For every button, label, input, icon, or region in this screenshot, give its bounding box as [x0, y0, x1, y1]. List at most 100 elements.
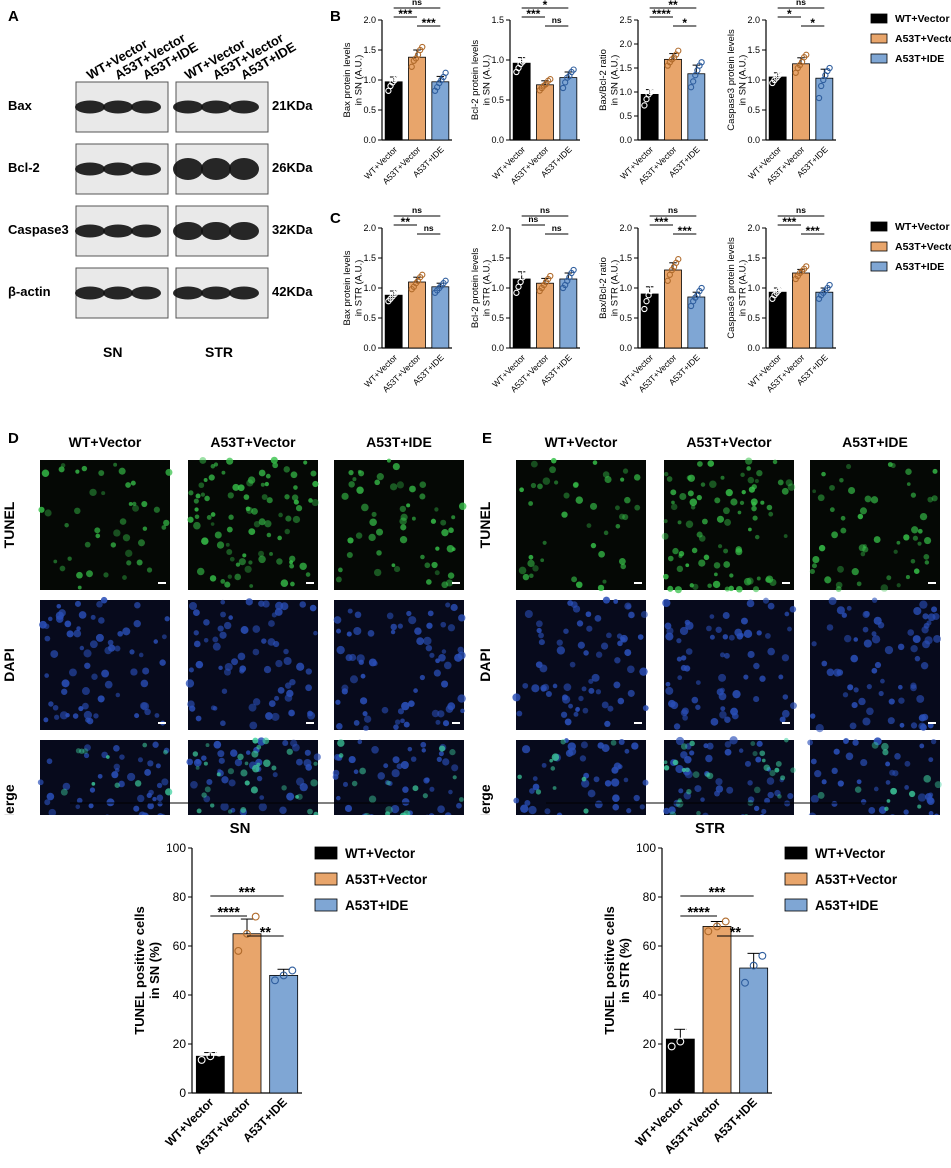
- nucleus-dot: [44, 673, 49, 678]
- tunel-dot: [753, 515, 758, 520]
- legend-swatch: [871, 242, 887, 251]
- tunel-dot: [634, 474, 641, 481]
- significance-label: ***: [422, 16, 436, 30]
- tunel-dot: [412, 517, 416, 521]
- y-tick-label: 60: [173, 939, 187, 953]
- nucleus-dot: [827, 669, 835, 677]
- tunel-dot: [42, 470, 49, 477]
- y-tick-label: 1.0: [747, 283, 760, 293]
- nucleus-dot: [631, 742, 638, 749]
- y-tick-label: 2.0: [363, 15, 376, 25]
- nucleus-dot: [299, 601, 306, 608]
- tunel-dot: [103, 572, 108, 577]
- y-axis-label: Bcl-2 protein levels: [470, 40, 481, 121]
- column-title: WT+Vector: [69, 434, 142, 450]
- nucleus-dot: [194, 630, 199, 635]
- tunel-dot: [368, 534, 375, 541]
- nucleus-dot: [75, 601, 81, 607]
- nucleus-dot: [75, 804, 80, 809]
- nucleus-dot: [442, 649, 447, 654]
- tunel-dot: [831, 531, 838, 538]
- nucleus-dot: [689, 750, 694, 755]
- tunel-dot: [61, 463, 66, 468]
- nucleus-dot: [684, 665, 690, 671]
- nucleus-dot: [220, 600, 225, 605]
- tunel-dot: [730, 498, 737, 505]
- nucleus-dot: [204, 638, 209, 643]
- tunel-dot: [376, 529, 383, 536]
- nucleus-dot: [48, 701, 53, 706]
- y-tick-label: 0.5: [747, 105, 760, 115]
- nucleus-dot: [785, 612, 790, 617]
- nucleus-dot: [852, 739, 858, 745]
- kda-label: 26KDa: [272, 160, 313, 175]
- tunel-dot: [707, 460, 714, 467]
- tunel-dot: [573, 482, 579, 488]
- blot-band: [201, 222, 231, 240]
- y-tick-label: 100: [166, 841, 186, 855]
- tunel-dot: [662, 533, 669, 540]
- significance-label: **: [260, 925, 272, 941]
- nucleus-dot: [451, 604, 458, 611]
- legend-swatch: [785, 899, 807, 911]
- tunel-dot: [248, 528, 255, 535]
- nucleus-dot: [617, 641, 623, 647]
- nucleus-dot: [268, 638, 276, 646]
- nucleus-dot: [117, 631, 123, 637]
- nucleus-dot: [885, 646, 893, 654]
- nucleus-dot: [408, 616, 416, 624]
- tunel-dot: [287, 749, 293, 755]
- tunel-dot: [423, 793, 428, 798]
- nucleus-dot: [411, 756, 417, 762]
- legend-swatch: [871, 54, 887, 63]
- legend-entry: WT+Vector: [895, 13, 950, 25]
- y-tick-label: 1.0: [363, 75, 376, 85]
- tunel-dot: [729, 573, 733, 577]
- tunel-dot: [590, 503, 597, 510]
- nucleus-dot: [354, 720, 360, 726]
- nucleus-dot: [624, 778, 629, 783]
- nucleus-dot: [221, 776, 228, 783]
- tunel-dot: [125, 550, 132, 557]
- nucleus-dot: [868, 807, 875, 814]
- tunel-dot: [664, 760, 668, 764]
- tunel-dot: [448, 572, 454, 578]
- row-label: Merge: [1, 784, 17, 815]
- legend-entry: WT+Vector: [895, 221, 950, 233]
- tunel-dot: [209, 474, 215, 480]
- tunel-dot: [675, 586, 682, 593]
- tunel-dot: [714, 562, 721, 569]
- nucleus-dot: [624, 602, 631, 609]
- nucleus-dot: [114, 645, 120, 651]
- tunel-dot: [593, 460, 598, 465]
- significance-label: *: [787, 7, 792, 21]
- nucleus-dot: [842, 613, 847, 618]
- tunel-dot: [841, 516, 846, 521]
- y-tick-label: 2.0: [363, 223, 376, 233]
- tunel-dot: [602, 580, 606, 584]
- legend-swatch: [315, 899, 337, 911]
- nucleus-dot: [857, 779, 862, 784]
- nucleus-dot: [296, 759, 303, 766]
- tunel-dot: [670, 489, 676, 495]
- tunel-dot: [348, 481, 354, 487]
- nucleus-dot: [860, 759, 867, 766]
- micrograph-background: [810, 460, 940, 590]
- nucleus-dot: [718, 674, 726, 682]
- tunel-dot: [45, 509, 52, 516]
- tunel-dot: [777, 794, 782, 799]
- nucleus-dot: [573, 605, 580, 612]
- nucleus-dot: [213, 643, 221, 651]
- nucleus-dot: [333, 774, 339, 780]
- y-tick-label: 0.5: [619, 313, 632, 323]
- data-point: [759, 952, 766, 959]
- y-tick-label: 0.0: [491, 135, 504, 145]
- tunel-dot: [582, 777, 587, 782]
- tunel-dot: [622, 514, 628, 520]
- bar: [665, 270, 682, 348]
- tunel-dot: [226, 549, 232, 555]
- y-tick-label: 1.5: [491, 253, 504, 263]
